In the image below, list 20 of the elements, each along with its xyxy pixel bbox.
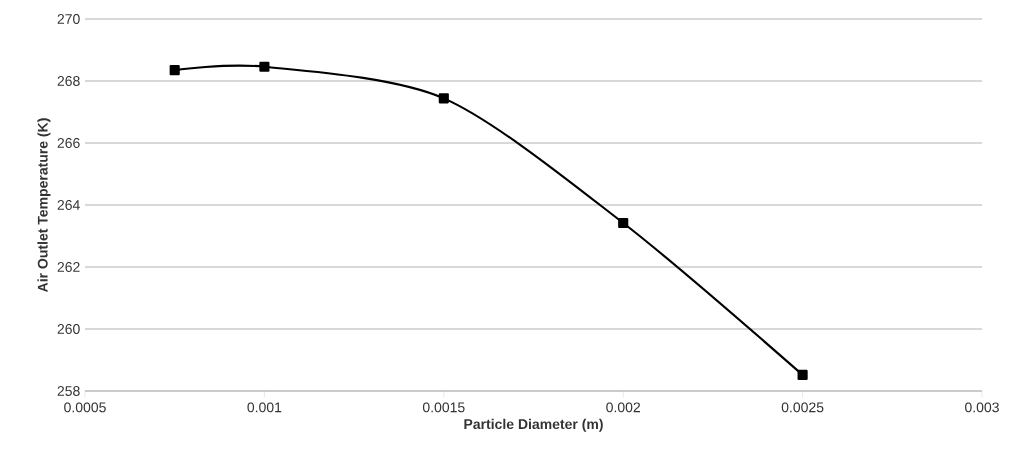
y-tick-label: 258	[57, 386, 80, 396]
point	[618, 217, 629, 229]
x-tick-label: 0.002	[606, 402, 640, 413]
point	[259, 61, 270, 72]
x-tick-label: 0.0025	[781, 402, 824, 413]
x-axis-title: Particle Diameter (m)	[464, 418, 603, 432]
y-tick-label: 260	[57, 324, 80, 334]
point	[797, 369, 808, 380]
y-tick-label: 266	[57, 138, 80, 148]
x-tick-label: 0.0015	[422, 402, 465, 413]
x-tick-label: 0.001	[247, 402, 282, 413]
x-tick-label: 0.003	[965, 402, 999, 413]
y-tick-label: 262	[57, 262, 80, 272]
point	[438, 93, 449, 104]
y-tick-label: 264	[57, 200, 80, 210]
x-tick-label: 0.0005	[64, 402, 106, 413]
point	[169, 65, 180, 76]
y-axis-title: Air Outlet Temperature (K)	[37, 118, 51, 293]
y-tick-label: 270	[57, 14, 80, 24]
y-tick-label: 268	[57, 76, 80, 86]
